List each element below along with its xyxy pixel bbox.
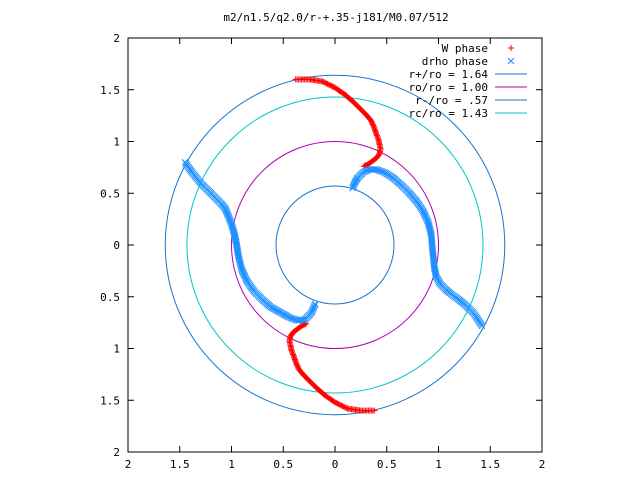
data-point (290, 351, 297, 358)
y-tick-label: 1.5 (100, 394, 120, 407)
x-tick-label: 1.5 (480, 458, 500, 471)
reference-circles (164, 74, 506, 416)
series-0-arm-1 (286, 320, 378, 414)
data-point (478, 322, 486, 330)
data-point (311, 300, 319, 308)
legend-entry: ro/ro = 1.00 (409, 81, 527, 94)
data-point (311, 301, 319, 309)
x-tick-label: 2 (539, 458, 546, 471)
data-series (181, 76, 486, 414)
circle-3 (275, 185, 395, 305)
y-tick-label: 0.5 (100, 291, 120, 304)
data-point (374, 133, 381, 140)
data-point (374, 135, 381, 142)
legend-label: rc/ro = 1.43 (409, 107, 488, 120)
legend-label: drho phase (422, 55, 488, 68)
data-point (432, 271, 440, 278)
circle-1 (186, 96, 484, 394)
legend-entry: r+/ro = 1.64 (409, 68, 527, 81)
data-point (431, 268, 439, 276)
y-tick-label: 2 (113, 32, 120, 45)
legend-marker (507, 57, 515, 65)
data-point (432, 269, 439, 277)
circle-0 (164, 74, 506, 416)
data-point (290, 352, 297, 359)
legend-marker (508, 45, 514, 51)
y-tick-label: 2 (113, 446, 120, 459)
x-tick-label: 0.5 (273, 458, 293, 471)
x-tick-label: 0.5 (377, 458, 397, 471)
circle-2 (231, 141, 439, 349)
data-point (431, 267, 439, 274)
x-tick-label: 1 (435, 458, 442, 471)
series-1-arm-0 (349, 166, 486, 330)
axis-ticks: 2 1.5 1 0.5 0 0.5 1 1.5 221.510.500.511.52 (100, 32, 545, 471)
series-1 (181, 158, 486, 330)
x-tick-label: 2 (125, 458, 132, 471)
x-tick-label: 1.5 (170, 458, 190, 471)
data-point (289, 348, 296, 355)
legend-entry: r-/ro = .57 (415, 94, 527, 107)
data-point (230, 230, 238, 237)
chart-title: m2/n1.5/q2.0/r-+.35-j181/M0.07/512 (223, 11, 448, 24)
data-point (373, 131, 380, 138)
data-point (289, 350, 296, 357)
legend-label: r-/ro = .57 (415, 94, 488, 107)
legend-entry: drho phase (422, 55, 515, 68)
y-tick-label: 0 (113, 239, 120, 252)
y-tick-label: 0.5 (100, 187, 120, 200)
series-0 (286, 76, 384, 414)
legend-label: ro/ro = 1.00 (409, 81, 488, 94)
legend-entry: W phase (442, 42, 514, 55)
x-tick-label: 0 (332, 458, 339, 471)
x-tick-label: 1 (228, 458, 235, 471)
y-tick-label: 1.5 (100, 84, 120, 97)
y-tick-label: 1 (113, 136, 120, 149)
series-1-arm-1 (181, 158, 319, 324)
legend-label: W phase (442, 42, 488, 55)
data-point (232, 239, 240, 246)
y-tick-label: 1 (113, 343, 120, 356)
data-point (431, 265, 439, 273)
legend-label: r+/ro = 1.64 (409, 68, 489, 81)
data-point (431, 264, 438, 272)
data-point (373, 132, 380, 139)
legend-entry: rc/ro = 1.43 (409, 107, 527, 120)
